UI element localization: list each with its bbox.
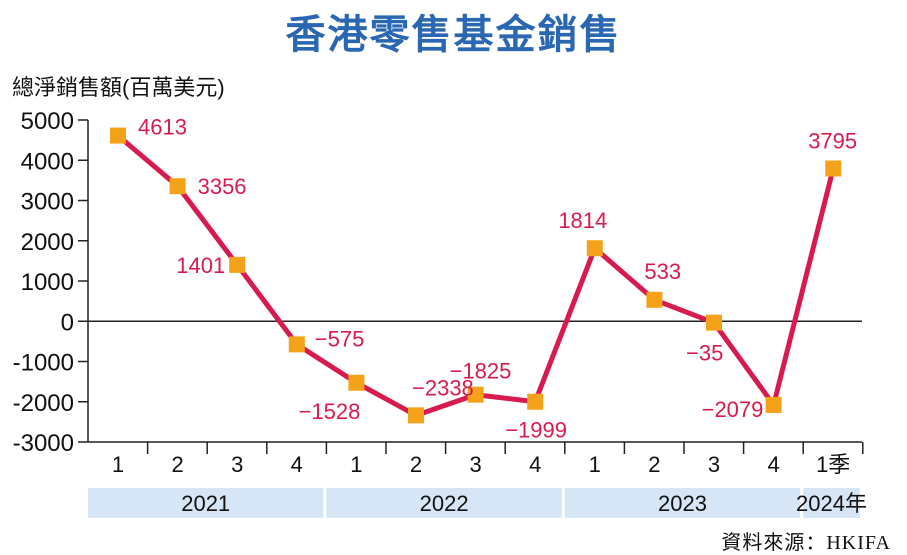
x-tick-label: 1 [350,452,362,477]
y-tick-label: 5000 [21,108,74,135]
data-point [646,291,663,308]
y-axis-label: 總淨銷售額(百萬美元) [12,75,225,100]
data-label: −1825 [450,359,512,384]
data-label: 1401 [176,253,225,278]
data-point [586,240,603,257]
y-tick-label: 4000 [21,148,74,175]
y-tick-label: 3000 [21,189,74,216]
x-tick-label: 4 [529,452,541,477]
data-label: 3356 [198,174,247,199]
data-label: −1999 [505,418,567,443]
y-tick-label: -2000 [13,390,74,417]
data-point [467,386,484,403]
data-point [825,160,842,177]
x-tick-label: 4 [291,452,303,477]
data-point [765,396,782,413]
data-label: −575 [315,326,365,351]
data-label: −2079 [702,397,764,422]
data-point [408,407,424,424]
data-point [110,127,126,144]
x-tick-label: 1季 [816,452,850,477]
y-tick-label: -3000 [13,430,74,457]
year-label: 2021 [181,491,230,516]
data-label: −35 [686,341,723,366]
y-tick-label: 2000 [21,229,74,256]
y-tick-label: 1000 [21,269,74,296]
year-label: 2024年 [796,491,867,516]
data-label: −1528 [299,399,361,424]
x-tick-label: 3 [231,452,243,477]
x-tick-label: 2 [648,452,660,477]
data-label: 1814 [558,208,607,233]
data-label: 533 [644,259,681,284]
year-label: 2023 [658,491,707,516]
x-tick-label: 2 [410,452,422,477]
data-point [169,178,186,195]
data-label: 3795 [808,129,857,154]
y-tick-label: -1000 [13,350,74,377]
data-point [229,256,246,273]
x-tick-label: 1 [112,452,124,477]
x-tick-label: 3 [708,452,720,477]
year-band [803,488,860,518]
source-note: 資料來源：HKIFA [721,532,891,554]
x-tick-label: 3 [469,452,481,477]
data-point [288,336,305,353]
data-label: −2338 [412,375,474,400]
year-band [326,488,562,518]
year-band [564,488,801,518]
x-tick-label: 1 [589,452,601,477]
y-tick-label: 0 [61,309,74,336]
x-tick-label: 4 [767,452,779,477]
chart-title: 香港零售基金銷售 [285,13,622,57]
data-label: 4613 [138,115,187,140]
x-tick-label: 2 [171,452,183,477]
data-point [348,374,365,391]
data-point [527,393,544,410]
year-label: 2022 [420,491,469,516]
data-point [706,314,722,331]
year-band [88,488,324,518]
